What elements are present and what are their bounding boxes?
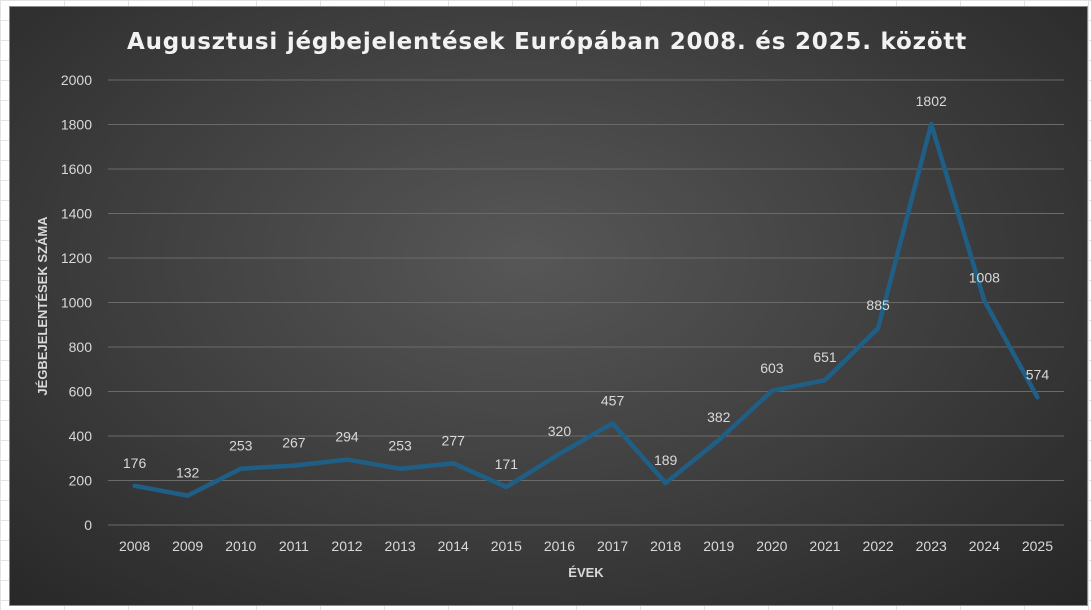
data-label: 651 xyxy=(813,349,837,365)
x-tick-label: 2024 xyxy=(969,538,1000,554)
y-tick-label: 1400 xyxy=(61,206,92,222)
data-label: 176 xyxy=(123,455,147,471)
x-tick-label: 2008 xyxy=(119,538,150,554)
x-tick-label: 2009 xyxy=(172,538,203,554)
x-tick-label: 2022 xyxy=(863,538,894,554)
y-tick-label: 200 xyxy=(69,473,93,489)
series-line xyxy=(132,121,1040,498)
data-label: 382 xyxy=(707,409,731,425)
data-label: 294 xyxy=(335,429,359,445)
y-axis-ticks: 0 200 400 600 800 1000 1200 1400 1600 1800 2000 xyxy=(61,72,92,533)
data-label: 189 xyxy=(654,452,678,468)
data-label: 253 xyxy=(229,438,253,454)
x-tick-label: 2014 xyxy=(438,538,469,554)
data-label: 574 xyxy=(1026,366,1050,382)
x-tick-label: 2017 xyxy=(597,538,628,554)
x-axis-title: ÉVEK xyxy=(568,565,604,580)
y-tick-label: 1600 xyxy=(61,161,92,177)
x-tick-label: 2018 xyxy=(650,538,681,554)
x-tick-label: 2025 xyxy=(1022,538,1053,554)
x-tick-label: 2012 xyxy=(331,538,362,554)
x-tick-label: 2021 xyxy=(809,538,840,554)
data-label: 1008 xyxy=(969,270,1000,286)
chart-area[interactable]: Augusztusi jégbejelentések Európában 200… xyxy=(9,6,1088,606)
chart-title: Augusztusi jégbejelentések Európában 200… xyxy=(127,29,967,55)
data-label: 603 xyxy=(760,360,784,376)
x-tick-label: 2013 xyxy=(385,538,416,554)
y-tick-label: 0 xyxy=(84,517,92,533)
x-tick-label: 2023 xyxy=(916,538,947,554)
y-tick-label: 1000 xyxy=(61,295,92,311)
data-label: 885 xyxy=(866,297,890,313)
data-label: 457 xyxy=(601,392,625,408)
line-chart: Augusztusi jégbejelentések Európában 200… xyxy=(35,29,1064,580)
y-tick-label: 1200 xyxy=(61,250,92,266)
x-tick-label: 2016 xyxy=(544,538,575,554)
x-tick-label: 2019 xyxy=(703,538,734,554)
gridlines xyxy=(108,79,1064,526)
data-label: 253 xyxy=(388,438,412,454)
y-tick-label: 400 xyxy=(69,428,93,444)
y-tick-label: 2000 xyxy=(61,72,92,88)
y-tick-label: 800 xyxy=(69,339,93,355)
x-tick-label: 2015 xyxy=(491,538,522,554)
data-label: 171 xyxy=(495,456,519,472)
y-tick-label: 600 xyxy=(69,384,93,400)
x-axis-ticks: 2008 2009 2010 2011 2012 2013 2014 2015 2016 2017… xyxy=(119,538,1053,554)
y-tick-label: 1800 xyxy=(61,117,92,133)
y-axis-title: JÉGBEJELENTÉSEK SZÁMA xyxy=(35,216,50,396)
data-label: 132 xyxy=(176,465,200,481)
x-tick-label: 2020 xyxy=(756,538,787,554)
data-label: 320 xyxy=(548,423,572,439)
data-label: 267 xyxy=(282,435,306,451)
data-labels: 176 132 253 267 294 253 277 171 320 457 189 382 603 6… xyxy=(123,93,1049,481)
x-tick-label: 2010 xyxy=(225,538,256,554)
x-tick-label: 2011 xyxy=(279,538,309,554)
data-label: 277 xyxy=(442,432,466,448)
data-label: 1802 xyxy=(916,93,947,109)
